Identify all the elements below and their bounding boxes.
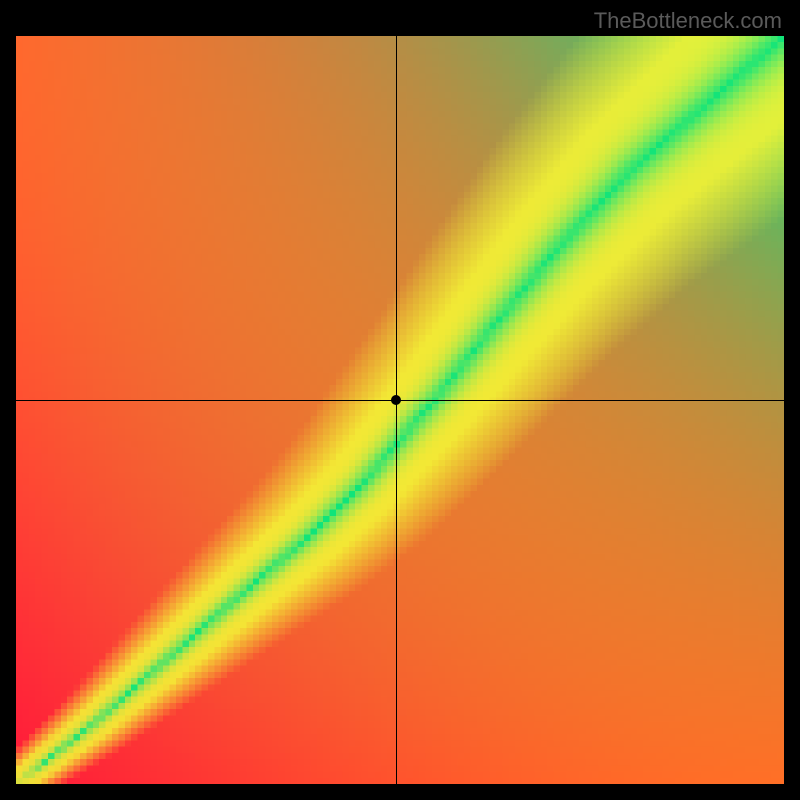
crosshair-vertical [396, 36, 397, 784]
watermark-text: TheBottleneck.com [594, 8, 782, 34]
chart-container: TheBottleneck.com [0, 0, 800, 800]
bottleneck-heatmap [16, 36, 784, 784]
crosshair-marker [391, 395, 401, 405]
